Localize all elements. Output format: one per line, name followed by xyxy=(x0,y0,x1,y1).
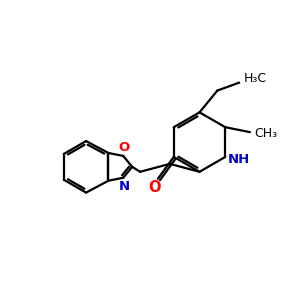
Text: O: O xyxy=(149,180,161,195)
Text: H₃C: H₃C xyxy=(244,72,267,85)
Text: CH₃: CH₃ xyxy=(254,127,278,140)
Text: O: O xyxy=(118,140,130,154)
Text: N: N xyxy=(119,180,130,193)
Text: NH: NH xyxy=(228,153,250,167)
